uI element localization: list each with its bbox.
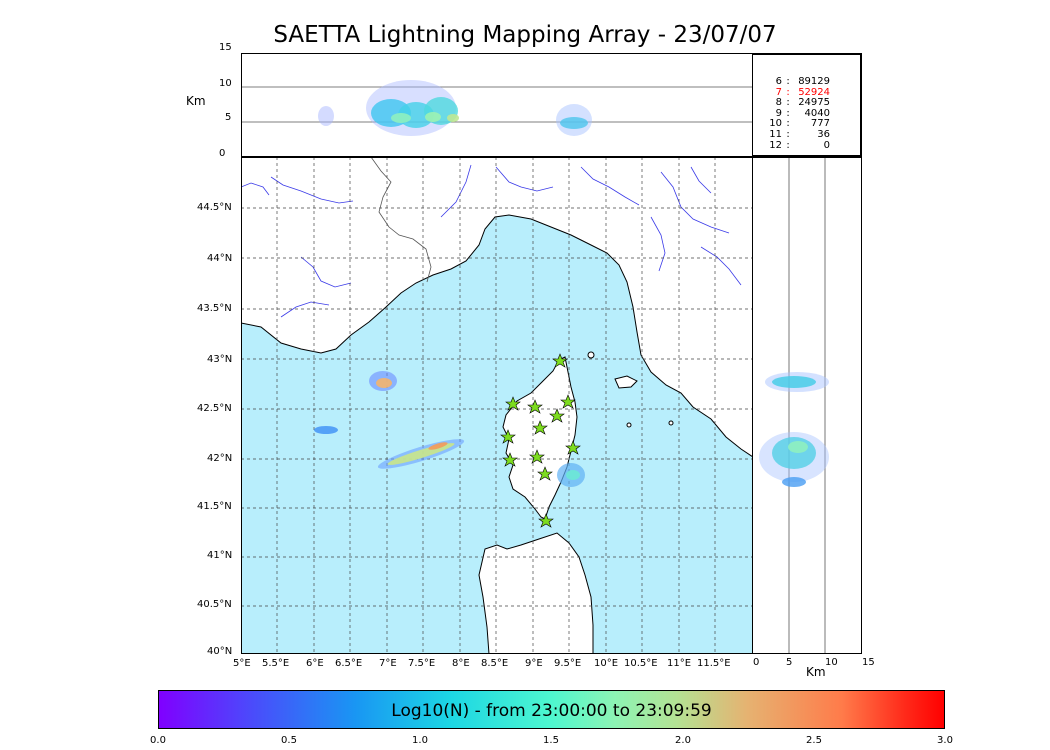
stat-row-11: 11:36 — [769, 128, 830, 140]
colorbar: Log10(N) - from 23:00:00 to 23:09:59 — [158, 690, 945, 729]
station-marker — [529, 449, 545, 464]
station-marker — [527, 399, 543, 414]
lat-tick-42: 42°N — [207, 453, 233, 464]
stations — [500, 353, 581, 528]
lat-tick-44.5: 44.5°N — [197, 202, 232, 213]
stats-table: 6:89129 7:52924 8:24975 9:4040 10:777 11… — [760, 76, 830, 151]
station-marker — [537, 466, 553, 481]
colorbar-tick-0: 0.0 — [150, 735, 166, 746]
stat-row-10: 10:777 — [769, 118, 830, 130]
colorbar-tick-0.5: 0.5 — [281, 735, 297, 746]
lon-tick-7.5: 7.5°E — [408, 658, 436, 669]
colorbar-tick-2.5: 2.5 — [806, 735, 822, 746]
station-marker — [552, 353, 568, 368]
lon-tick-6.5: 6.5°E — [335, 658, 363, 669]
lat-tick-43: 43°N — [207, 354, 233, 365]
stat-row-8: 8:24975 — [775, 97, 830, 109]
elba — [614, 375, 638, 389]
station-marker — [505, 396, 521, 411]
lon-tick-11.5: 11.5°E — [697, 658, 731, 669]
station-marker — [565, 440, 581, 455]
top-altitude-panel — [241, 53, 753, 157]
colorbar-tick-3: 3.0 — [937, 735, 953, 746]
stats-panel: 6:89129 7:52924 8:24975 9:4040 10:777 11… — [752, 53, 862, 157]
station-marker — [538, 513, 554, 528]
top-ytick-15: 15 — [219, 42, 232, 53]
lat-tick-41: 41°N — [207, 550, 233, 561]
right-density-cloud — [759, 372, 829, 487]
colorbar-label: Log10(N) - from 23:00:00 to 23:09:59 — [391, 701, 712, 721]
right-xtick-5: 5 — [786, 657, 793, 668]
country-border — [370, 157, 432, 283]
lon-tick-5.5: 5.5°E — [262, 658, 290, 669]
lightning-density — [314, 371, 585, 487]
giglio — [668, 420, 674, 426]
altitude-density-cloud — [318, 80, 592, 136]
figure-title: SAETTA Lightning Mapping Array - 23/07/0… — [273, 22, 777, 48]
lon-tick-10.5: 10.5°E — [624, 658, 658, 669]
lon-tick-8.5: 8.5°E — [481, 658, 509, 669]
top-ytick-10: 10 — [219, 78, 232, 89]
station-marker — [502, 452, 518, 467]
lon-tick-7: 7°E — [379, 658, 397, 669]
main-map — [241, 157, 753, 654]
stat-row-7: 7:52924 — [775, 86, 830, 98]
station-marker — [532, 420, 548, 435]
right-xtick-0: 0 — [753, 657, 760, 668]
graticule — [241, 157, 753, 654]
right-xtick-10: 10 — [825, 657, 838, 668]
colorbar-tick-2: 2.0 — [675, 735, 691, 746]
lon-tick-10: 10°E — [594, 658, 619, 669]
lat-tick-41.5: 41.5°N — [197, 501, 232, 512]
right-panel-xlabel: Km — [806, 665, 826, 679]
rivers — [241, 164, 742, 318]
lon-tick-11: 11°E — [667, 658, 692, 669]
stat-row-12: 12:0 — [769, 139, 830, 151]
stat-row-9: 9:4040 — [775, 107, 830, 119]
top-ytick-5: 5 — [225, 112, 232, 123]
station-marker — [500, 429, 516, 444]
sardinia — [478, 532, 594, 654]
lon-tick-9: 9°E — [525, 658, 543, 669]
lat-tick-44: 44°N — [207, 253, 233, 264]
lat-tick-42.5: 42.5°N — [197, 403, 232, 414]
colorbar-tick-1: 1.0 — [412, 735, 428, 746]
lon-tick-6: 6°E — [306, 658, 324, 669]
lat-tick-40: 40°N — [207, 646, 233, 657]
top-panel-ylabel: Km — [186, 94, 206, 108]
station-marker — [549, 408, 565, 423]
montecristo — [626, 422, 632, 428]
lat-tick-43.5: 43.5°N — [197, 303, 232, 314]
right-xtick-15: 15 — [862, 657, 875, 668]
mainland — [241, 157, 753, 458]
right-altitude-panel — [752, 157, 862, 654]
colorbar-tick-1.5: 1.5 — [543, 735, 559, 746]
top-ytick-0: 0 — [219, 148, 226, 159]
lat-tick-40.5: 40.5°N — [197, 599, 232, 610]
capraia — [587, 351, 595, 359]
lon-tick-5: 5°E — [233, 658, 251, 669]
station-marker — [560, 394, 576, 409]
lon-tick-8: 8°E — [452, 658, 470, 669]
stat-row-6: 6:89129 — [775, 76, 830, 87]
lon-tick-9.5: 9.5°E — [554, 658, 582, 669]
